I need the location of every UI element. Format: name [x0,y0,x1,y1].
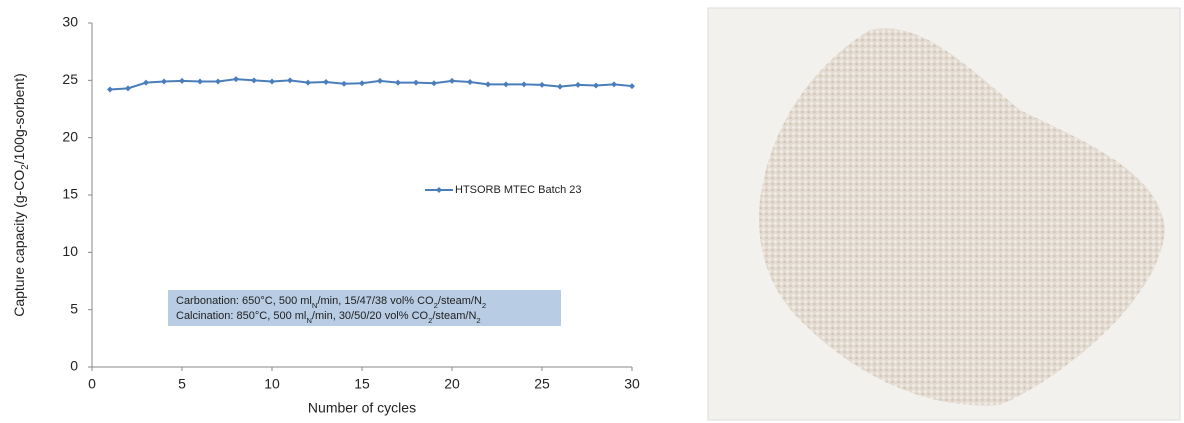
data-point [161,78,167,85]
subscript: 2 [434,301,438,310]
data-point [539,81,545,88]
text-segment: /min, 30/50/20 vol% CO [312,310,429,322]
data-point [359,80,365,87]
data-point [431,80,437,87]
text-segment: /steam/N [432,310,476,322]
legend-label: HTSORB MTEC Batch 23 [455,184,582,196]
annotation-line: Carbonation: 650°C, 500 mlN/min, 15/47/3… [176,295,486,310]
data-point [179,77,185,84]
x-tick-label: 15 [354,376,370,392]
data-point [611,81,617,88]
data-point [467,79,473,86]
data-point [395,79,401,86]
legend-marker [436,187,442,193]
sorbent-pile [759,28,1165,406]
data-point [323,79,329,86]
data-point [521,81,527,88]
y-axis-label: Capture capacity (g-CO2/100g-sorbent) [11,73,31,317]
text-segment: Carbonation: 650°C, 500 ml [176,295,312,307]
data-point [269,78,275,85]
text-segment: /steam/N [438,295,482,307]
x-tick-label: 25 [534,376,550,392]
data-point [107,86,113,93]
data-point [377,77,383,84]
y-tick-label: 30 [62,14,78,30]
y-tick-label: 15 [62,186,78,202]
x-tick-label: 30 [624,376,640,392]
text-segment: /min, 15/47/38 vol% CO [317,295,434,307]
text-segment: Capture capacity (g-CO [11,170,27,317]
annotation-box [168,290,561,326]
y-tick-label: 25 [62,71,78,87]
x-tick-label: 20 [444,376,460,392]
data-point [413,79,419,86]
x-tick-label: 5 [178,376,186,392]
subscript: 2 [20,164,31,169]
subscript: 2 [482,301,486,310]
data-point [233,76,239,83]
data-point [143,79,149,86]
x-axis-label: Number of cycles [308,400,416,416]
data-point [593,82,599,89]
y-tick-label: 0 [70,358,78,374]
data-point [485,81,491,88]
subscript: N [306,316,312,325]
data-line [109,78,633,91]
data-point [125,85,131,92]
y-tick-label: 20 [62,128,78,144]
x-tick-label: 0 [88,376,96,392]
data-point [287,77,293,84]
data-point [197,78,203,85]
y-tick-label: 5 [70,300,78,316]
data-point [503,81,509,88]
text-segment: Calcination: 850°C, 500 ml [176,310,306,322]
photo [707,7,1181,421]
subscript: 2 [476,316,480,325]
data-point [341,80,347,87]
data-point [557,83,563,90]
subscript: 2 [428,316,432,325]
data-point [629,83,635,90]
data-point [575,81,581,88]
data-point [251,77,257,84]
y-tick-label: 10 [62,243,78,259]
data-point [305,79,311,86]
x-tick-label: 10 [264,376,280,392]
data-point [215,78,221,85]
data-point [449,77,455,84]
subscript: N [312,301,318,310]
annotation-line: Calcination: 850°C, 500 mlN/min, 30/50/2… [176,310,481,325]
text-segment: /100g-sorbent) [11,73,27,164]
